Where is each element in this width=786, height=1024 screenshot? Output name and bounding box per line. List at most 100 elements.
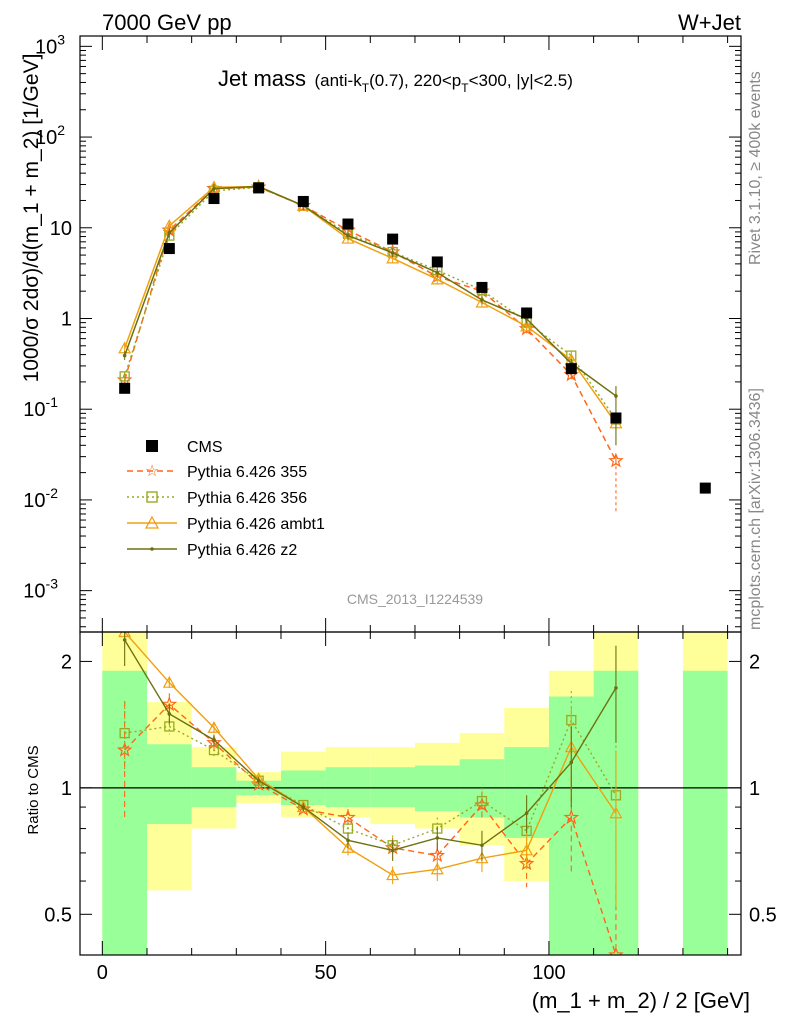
series-point-z2	[346, 233, 350, 238]
y-tick-label-ratio-right: 0.5	[749, 904, 777, 926]
ratio-point-z2	[614, 686, 618, 690]
series-point-z2	[167, 231, 172, 235]
y-tick-label-ratio: 0.5	[44, 904, 72, 926]
series-line-356	[123, 186, 617, 420]
y-tick-label-ratio: 1	[61, 778, 72, 800]
x-tick-label: 0	[97, 962, 108, 984]
y-tick-label-top: 1	[61, 308, 72, 330]
legend-label-z2: Pythia 6.426 z2	[187, 542, 297, 559]
legend-label-cms: CMS	[187, 439, 223, 456]
ratio-band-inner	[325, 767, 371, 808]
y-tick-label-top: 10-3	[23, 576, 58, 603]
ratio-point-z2	[524, 811, 529, 816]
title-cut-suffix: <300, |y|<2.5)	[469, 71, 573, 90]
ratio-line-z2	[124, 639, 617, 852]
y-tick-label-top: 10	[50, 218, 72, 240]
series-point-ambt1	[341, 231, 355, 244]
main-series	[116, 179, 711, 512]
y-tick-label-ratio-right: 2	[749, 651, 760, 673]
ratio-point-ambt1	[207, 721, 221, 733]
ratio-point-z2	[256, 778, 261, 783]
series-point-355	[608, 452, 624, 468]
legend-marker-355: ☆	[145, 461, 159, 480]
x-tick-label: 50	[315, 962, 337, 984]
y-tick-label-ratio-right: 1	[749, 778, 760, 800]
legend-marker-356	[146, 491, 158, 503]
ratio-point-ambt1	[609, 806, 623, 819]
ratio-point-ambt1	[341, 841, 355, 853]
y-axis-title-ratio: Ratio to CMS	[25, 745, 42, 834]
y-axis-title-top: 1000/σ 2dσ)/d(m_1 + m_2) [1/GeV]	[20, 54, 43, 383]
series-point-z2	[390, 250, 395, 255]
cms-point	[119, 382, 131, 394]
ratio-point-355	[608, 946, 624, 955]
cms-point	[476, 281, 488, 293]
legend-marker-ambt1	[144, 515, 160, 529]
series-point-ambt1	[386, 251, 400, 264]
series-line-355	[123, 186, 617, 462]
cms-point	[610, 412, 622, 424]
ratio-point-z2	[569, 760, 574, 765]
chart-area: 10-3 10-2 10-1 1 10 102 103 0.5 0.5 1 1 2 2 0 50 100	[23, 31, 777, 984]
legend-label-356: Pythia 6.426 356	[187, 490, 307, 507]
series-point-z2	[212, 186, 216, 191]
ratio-point-355	[563, 809, 580, 825]
series-point-z2	[435, 270, 440, 275]
ratio-point-z2	[435, 836, 440, 840]
y-tick-label-top: 103	[35, 31, 65, 58]
frame-ratio	[79, 631, 742, 956]
title-cut-sub1: T	[362, 81, 370, 95]
legend-label-ambt1: Pythia 6.426 ambt1	[187, 516, 325, 533]
ratio-band-inner	[682, 670, 728, 955]
cms-point	[208, 193, 220, 205]
cms-point	[387, 233, 399, 245]
series-line-ambt1	[123, 185, 617, 424]
ratio-band-inner	[146, 744, 192, 825]
ratio-point-ambt1	[386, 868, 400, 881]
title-cut-sub2: T	[461, 81, 469, 95]
ratio-point-ambt1	[520, 843, 534, 856]
cms-point	[253, 182, 265, 194]
y-tick-label-top: 10-1	[23, 394, 58, 421]
frame-top	[79, 35, 742, 633]
series-line-z2	[123, 185, 617, 397]
legend: CMS ☆ Pythia 6.426 355 Pythia 6.426 356 …	[127, 439, 325, 559]
legend-label-355: Pythia 6.426 355	[187, 464, 307, 481]
ratio-series	[116, 632, 624, 955]
cms-point	[565, 363, 577, 375]
series-point-z2	[122, 353, 127, 358]
series-point-z2	[480, 298, 484, 302]
ratio-bands	[102, 632, 728, 955]
y-tick-label-ratio: 2	[61, 651, 72, 673]
series-point-356	[119, 371, 130, 382]
series-point-ambt1	[475, 295, 489, 308]
cms-point	[431, 256, 443, 268]
title-cut-mid: (0.7), 220<p	[369, 71, 461, 90]
ratio-point-ambt1	[162, 675, 176, 688]
ratio-point-355	[340, 809, 356, 825]
ratio-point-z2	[122, 638, 127, 642]
ratio-point-ambt1	[296, 800, 310, 813]
mcplots-label: mcplots.cern.ch [arXiv:1306.3436]	[747, 388, 764, 630]
ratio-point-356	[476, 795, 488, 807]
y-tick-label-top: 10-2	[23, 485, 58, 512]
ratio-point-z2	[480, 843, 484, 848]
title-cut-prefix: (anti-k	[314, 71, 362, 90]
cms-point	[521, 307, 533, 319]
ratio-point-z2	[346, 838, 350, 843]
ratio-point-z2	[301, 805, 306, 809]
title-main: Jet mass	[218, 66, 306, 91]
rivet-label: Rivet 3.1.10, ≥ 400k events	[747, 71, 764, 265]
cms-point	[342, 218, 354, 230]
ratio-band-inner	[191, 767, 237, 808]
ratio-point-356	[342, 823, 354, 834]
header-left: 7000 GeV pp	[102, 10, 232, 35]
plot-title: Jet mass (anti-kT(0.7), 220<pT<300, |y|<…	[218, 66, 573, 95]
analysis-id: CMS_2013_I1224539	[347, 591, 483, 607]
legend-marker-z2	[150, 547, 154, 551]
series-point-ambt1	[520, 319, 534, 332]
x-tick-label: 100	[532, 962, 565, 984]
cms-point	[297, 195, 309, 207]
ratio-point-z2	[390, 848, 395, 853]
